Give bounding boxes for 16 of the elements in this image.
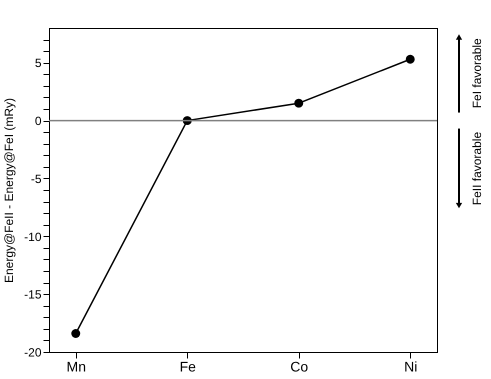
text: FeI favorable [470,38,484,108]
text: FeII favorable [470,132,484,206]
point [294,98,304,108]
x-tick-label: Mn [66,358,86,374]
y-tick-label: 0 [34,114,42,128]
x-tick-label: Ni [404,358,418,374]
y-axis-title: Energy@FeII - Energy@FeI (mRy) [2,98,16,284]
y-tick-label: 5 [34,56,42,70]
x-tick-label: Co [290,358,308,374]
y-tick-label: -10 [24,230,42,244]
y-tick-label: -5 [30,172,42,186]
x-tick-label: Fe [180,358,196,374]
y-tick-label: -15 [24,288,42,302]
point [406,54,415,64]
y-tick-label: -20 [24,346,42,360]
point [71,329,80,338]
